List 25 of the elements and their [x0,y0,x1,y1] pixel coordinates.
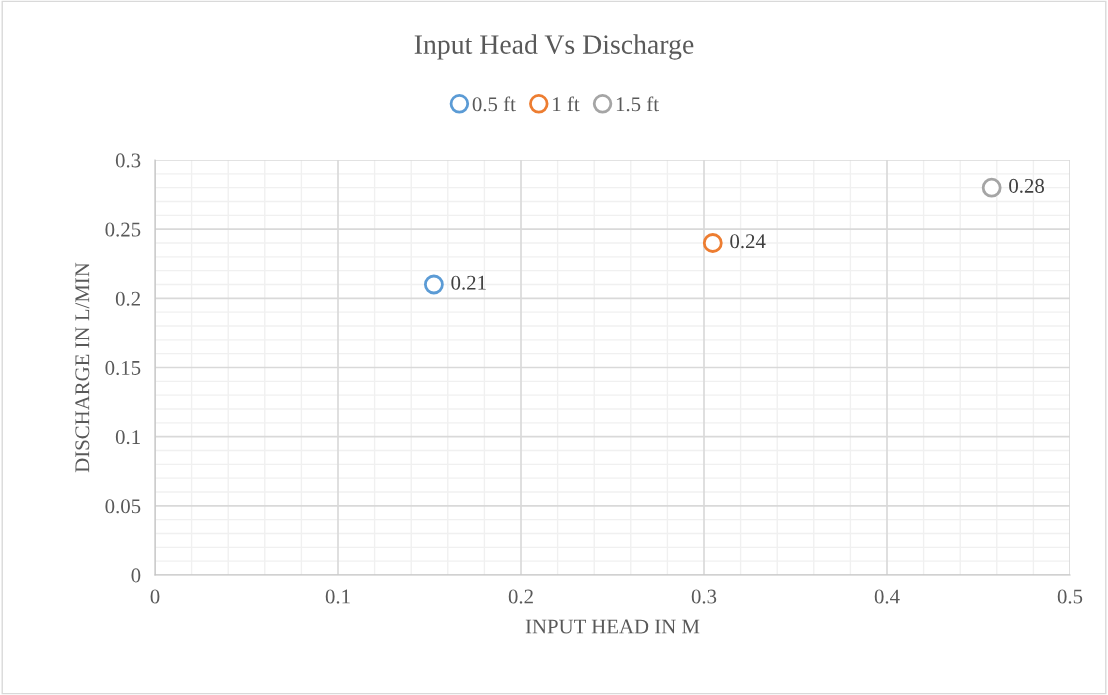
y-tick-label: 0.05 [105,499,141,514]
y-tick-label: 0.15 [105,360,141,376]
y-tick-label: 0.2 [115,291,140,306]
y-axis-title: DISCHARGE IN L/MIN [75,262,90,473]
legend-label: 0.5 ft [472,96,516,112]
x-tick-label: 0 [150,589,160,604]
chart-title: Input Head Vs Discharge [414,34,694,60]
point [424,274,444,295]
data-label: 0.21 [451,275,486,290]
data-label: 0.28 [1009,178,1045,193]
x-axis-title: INPUT HEAD IN M [525,619,700,634]
y-tick-label: 0.25 [105,222,141,237]
x-tick-label: 0.3 [691,589,717,604]
x-tick-label: 0.1 [325,589,350,604]
y-tick-label: 0.3 [115,153,141,168]
y-tick-label: 0 [131,568,141,583]
y-tick-label: 0.1 [115,430,140,445]
legend-label: 1.5 ft [616,96,659,112]
data-label: 0.24 [730,234,766,249]
legend-label: 1 ft [553,96,580,112]
x-tick-label: 0.4 [874,589,900,604]
point [702,233,723,253]
x-tick-label: 0.2 [508,589,533,604]
x-tick-label: 0.5 [1057,589,1083,604]
point [981,177,1002,198]
